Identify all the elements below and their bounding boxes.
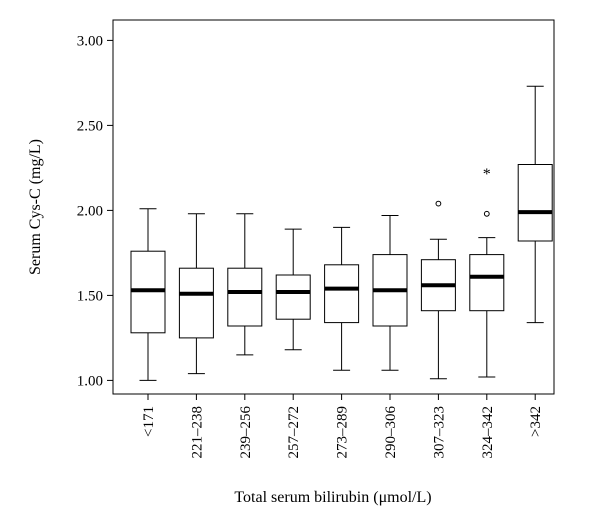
box-iqr (227, 267, 263, 327)
box-group (372, 215, 408, 371)
x-tick-label: 324–342 (480, 406, 496, 459)
y-axis-title: Serum Cys-C (mg/L) (27, 139, 44, 275)
plot-frame (112, 19, 555, 395)
box-group (275, 228, 311, 351)
box-group (227, 213, 263, 356)
x-tick-label: 239–256 (238, 406, 254, 459)
box-iqr (178, 267, 214, 339)
y-tick-label: 1.00 (77, 373, 103, 389)
x-tick-label: 257–272 (286, 406, 302, 459)
box-group (324, 226, 360, 371)
x-tick-label: 273–289 (335, 406, 351, 459)
outlier-point (483, 210, 490, 217)
box-iqr (324, 264, 360, 324)
x-tick-label: 290–306 (383, 406, 399, 459)
box-group (517, 85, 553, 324)
x-axis-title: Total serum bilirubin (μmol/L) (234, 489, 431, 506)
outlier-point (435, 200, 442, 207)
y-tick-label: 1.50 (77, 288, 103, 304)
box-group (178, 213, 214, 375)
box-group (420, 200, 456, 380)
box-series: * (130, 85, 553, 381)
box-iqr (517, 164, 553, 242)
x-tick-label: 307–323 (431, 406, 447, 459)
box-iqr (469, 254, 505, 312)
box-group: * (469, 166, 505, 378)
y-tick-label: 3.00 (77, 33, 103, 49)
y-axis: 1.00 1.50 2.00 2.50 3.00 (77, 33, 113, 389)
box-group (130, 208, 166, 381)
box-iqr (275, 274, 311, 320)
x-tick-label: 221–238 (189, 406, 205, 459)
y-tick-label: 2.00 (77, 203, 103, 219)
x-tick-label: <171 (141, 406, 157, 437)
x-tick-label: >342 (528, 406, 544, 437)
extreme-point: * (483, 166, 491, 183)
y-tick-label: 2.50 (77, 118, 103, 134)
x-axis: <171 221–238 239–256 257–272 273–289 290–306 3… (141, 394, 544, 459)
